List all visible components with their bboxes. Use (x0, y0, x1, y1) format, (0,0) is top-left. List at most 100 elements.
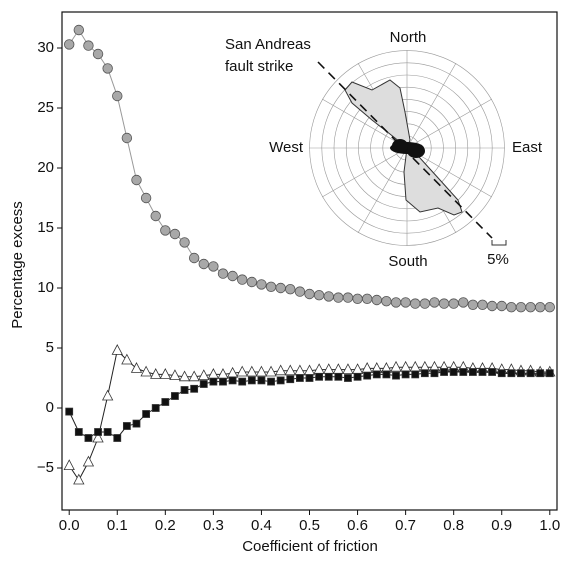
point (219, 377, 227, 386)
point (440, 368, 448, 376)
point (305, 374, 314, 382)
point (506, 302, 517, 313)
point (390, 297, 402, 308)
point (161, 398, 170, 406)
point (342, 363, 354, 374)
point (150, 368, 162, 379)
point (190, 384, 199, 393)
point (92, 48, 104, 60)
point (496, 300, 507, 312)
x-tick-label: 0.1 (107, 517, 128, 534)
x-tick-label: 0.4 (251, 517, 272, 534)
point (295, 374, 304, 382)
point (352, 293, 363, 305)
point (275, 282, 286, 294)
point (459, 368, 468, 376)
point (294, 286, 306, 297)
point (73, 473, 85, 485)
point (372, 370, 381, 379)
point (111, 344, 123, 355)
point (333, 292, 344, 303)
point (409, 360, 421, 372)
point (449, 368, 458, 376)
y-tick-label: 20 (37, 159, 54, 176)
point (344, 374, 352, 382)
point (160, 225, 171, 236)
north-label: North (390, 29, 427, 46)
point (400, 297, 411, 308)
point (237, 274, 248, 285)
point (140, 365, 152, 377)
west-label: West (269, 139, 304, 156)
point (525, 302, 536, 313)
y-axis-label: Percentage excess (9, 201, 26, 329)
point (208, 261, 219, 272)
point (323, 291, 334, 302)
point (313, 363, 325, 374)
y-tick-label: 10 (37, 279, 54, 296)
point (179, 237, 190, 248)
point (255, 365, 268, 377)
y-tick-label: 0 (46, 399, 54, 416)
point (332, 363, 344, 374)
point (74, 428, 83, 436)
point (101, 389, 114, 401)
point (392, 371, 400, 380)
series-line (68, 29, 550, 308)
y-tick-label: 5 (46, 339, 54, 356)
point (401, 370, 410, 379)
point (363, 371, 372, 380)
point (256, 279, 267, 290)
point (419, 298, 431, 309)
point (150, 210, 161, 222)
point (209, 377, 218, 386)
point (411, 370, 420, 379)
point (238, 377, 247, 386)
point (265, 281, 277, 293)
point (534, 302, 546, 313)
x-tick-label: 0.5 (299, 517, 320, 534)
point (323, 363, 335, 374)
point (420, 369, 429, 378)
point (188, 370, 200, 382)
point (304, 288, 315, 300)
point (112, 90, 123, 102)
east-label: East (512, 139, 543, 156)
point (285, 284, 296, 295)
point (169, 369, 181, 380)
point (399, 360, 412, 372)
point (103, 428, 112, 436)
rose-center (407, 144, 425, 158)
point (83, 40, 94, 51)
point (488, 368, 497, 376)
y-tick-label: 15 (37, 219, 54, 236)
point (171, 392, 179, 400)
point (545, 369, 554, 378)
point (275, 364, 287, 376)
scale-bar (491, 240, 507, 246)
point (207, 368, 220, 379)
rose-spoke (321, 98, 408, 149)
point (353, 372, 362, 381)
x-tick-label: 0.2 (155, 517, 176, 534)
point (478, 368, 487, 376)
rose-spoke (406, 62, 457, 149)
x-tick-label: 0.6 (347, 517, 368, 534)
point (92, 431, 104, 443)
point (284, 364, 296, 376)
point (180, 386, 189, 394)
point (517, 369, 525, 378)
point (381, 296, 392, 307)
point (315, 372, 324, 381)
point (198, 258, 209, 270)
rose-spoke (321, 147, 408, 198)
rose-petal (403, 147, 463, 216)
point (438, 298, 450, 309)
south-label: South (388, 253, 427, 270)
point (228, 376, 237, 385)
point (536, 369, 545, 378)
point (198, 369, 210, 380)
point (130, 362, 143, 373)
point (257, 376, 266, 385)
point (265, 365, 277, 377)
